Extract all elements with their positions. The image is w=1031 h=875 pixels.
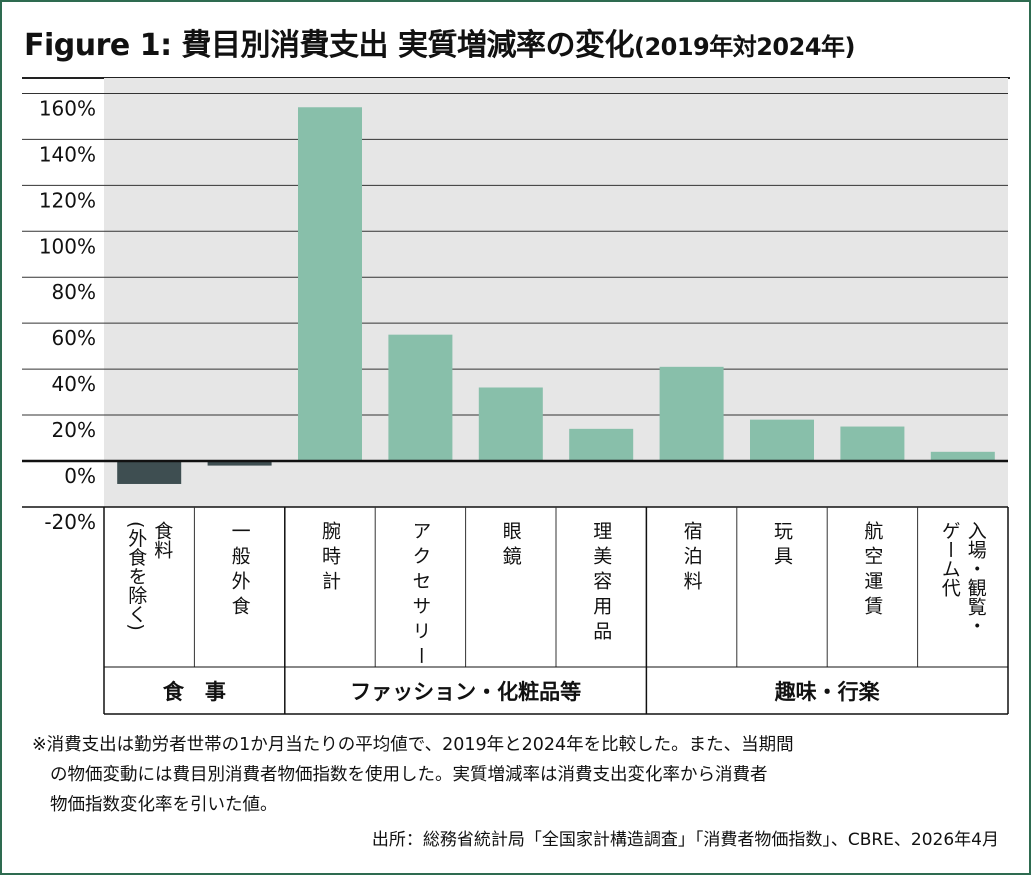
bar xyxy=(840,426,905,461)
chart-title-main: Figure 1: 費目別消費支出 実質増減率の変化 xyxy=(24,28,634,63)
group-label: ファッション・化粧品等 xyxy=(350,680,581,704)
y-tick-label: 160% xyxy=(39,96,96,120)
category-label: 航空運賃 xyxy=(861,521,883,621)
category-label: 宿泊料 xyxy=(681,521,703,596)
footnote-line-3: 物価指数変化率を引いた値。 xyxy=(50,795,278,815)
category-label: (外食を除く) xyxy=(125,521,147,631)
y-tick-label: 0% xyxy=(64,464,96,488)
y-tick-label: 60% xyxy=(52,326,96,350)
bar-chart: 160% 140% 120% 100% 80% 60% 40% 20% 0% -20% 食料(外食を… xyxy=(22,77,1010,715)
category-label: ゲーム代 xyxy=(939,521,961,597)
footnote-line-1: ※消費支出は勤労者世帯の1か月当たりの平均値で、2019年と2024年を比較した… xyxy=(32,735,794,755)
y-tick-label: 20% xyxy=(52,418,96,442)
category-label: 理美容用品 xyxy=(590,521,612,646)
footnote: ※消費支出は勤労者世帯の1か月当たりの平均値で、2019年と2024年を比較した… xyxy=(32,730,1017,820)
bar xyxy=(298,107,362,462)
category-label: 腕時計 xyxy=(319,521,341,596)
chart-title-sub: (2019年対2024年) xyxy=(633,33,856,61)
bar xyxy=(207,461,272,466)
bar xyxy=(569,428,634,461)
category-label: 食料 xyxy=(151,521,173,559)
bar xyxy=(930,451,995,461)
group-label: 趣味・行楽 xyxy=(774,680,881,704)
category-label: 一般外食 xyxy=(229,521,251,621)
source-credit: 出所：総務省統計局「全国家計構造調査」「消費者物価指数」、CBRE、2026年4… xyxy=(371,830,999,850)
bar xyxy=(478,387,543,461)
category-label: 眼鏡 xyxy=(500,521,522,571)
bar xyxy=(750,419,814,461)
bar xyxy=(659,366,724,461)
category-label: 入場・観覧・ xyxy=(965,521,987,635)
category-label: アクセサリー xyxy=(409,521,431,671)
y-tick-label: 120% xyxy=(39,188,96,212)
y-tick-label: 80% xyxy=(52,280,96,304)
y-tick-label: 40% xyxy=(52,372,96,396)
category-label: 玩具 xyxy=(771,521,793,571)
y-tick-label: 100% xyxy=(39,234,96,258)
bar xyxy=(117,461,182,484)
chart-title: Figure 1: 費目別消費支出 実質増減率の変化(2019年対2024年) xyxy=(24,26,1014,67)
y-tick-label: -20% xyxy=(44,510,96,534)
bar xyxy=(388,334,453,461)
group-label: 食 事 xyxy=(163,680,226,704)
y-tick-label: 140% xyxy=(39,142,96,166)
footnote-line-2: の物価変動には費目別消費者物価指数を使用した。実質増減率は消費支出変化率から消費… xyxy=(50,765,768,785)
